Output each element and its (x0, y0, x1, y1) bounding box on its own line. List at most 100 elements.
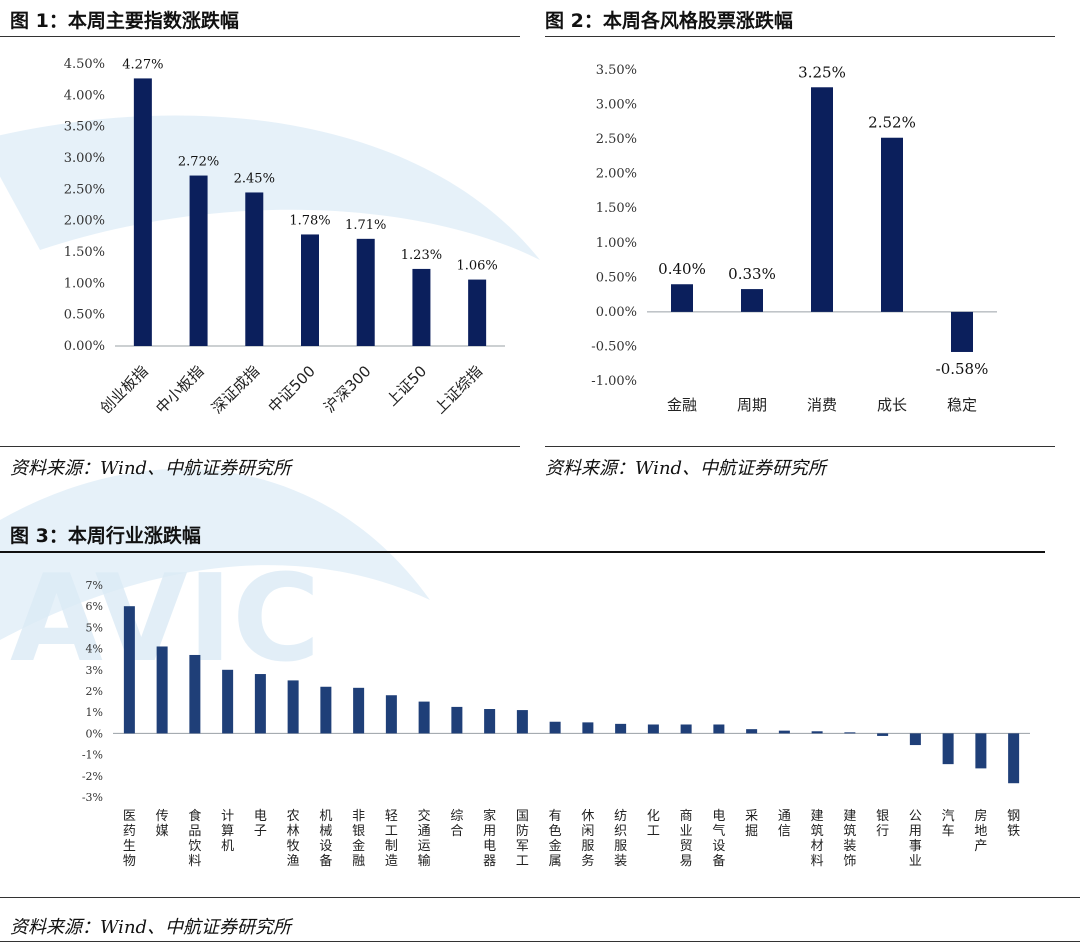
x-category-label: 机械设备 (319, 809, 332, 869)
y-tick-label: 0.50% (64, 308, 105, 323)
y-tick-label: 1.00% (596, 236, 637, 251)
x-category-label: 稳定 (947, 396, 977, 414)
y-tick-label: 3.50% (64, 120, 105, 135)
x-category-label: 金融 (667, 396, 697, 414)
x-category-label: 采掘 (745, 809, 758, 839)
data-label: 3.25% (798, 63, 846, 81)
bar (680, 724, 692, 734)
figure3-bottom-rule (0, 897, 1080, 898)
bar (287, 680, 299, 734)
x-category-label: 化工 (647, 809, 660, 839)
y-tick-label: 0.50% (596, 270, 637, 285)
x-category-label: 家用电器 (483, 808, 496, 869)
figure3-final-rule (0, 941, 1080, 942)
bar (951, 311, 973, 352)
x-category-label: 银行 (876, 809, 889, 839)
x-category-label: 交通运输 (418, 808, 431, 869)
bar (451, 706, 463, 734)
y-tick-label: -1% (82, 749, 103, 762)
x-category-label: 综合 (450, 809, 463, 839)
y-tick-label: 4.50% (64, 57, 105, 72)
x-category-label: 商业贸易 (680, 809, 693, 869)
y-tick-label: 5% (86, 621, 103, 634)
figure1-title: 图 1：本周主要指数涨跌幅 (10, 10, 239, 32)
x-category-label: 建筑装饰 (843, 809, 856, 869)
y-tick-label: 1% (86, 706, 103, 719)
data-label: 2.72% (178, 155, 219, 170)
y-tick-label: 2.50% (596, 132, 637, 147)
bar (713, 724, 725, 734)
bar (353, 687, 365, 734)
bar (615, 723, 627, 734)
bar (189, 175, 208, 346)
y-tick-label: 2.00% (64, 214, 105, 229)
bar (778, 730, 790, 734)
figure1-bottom-rule (0, 446, 520, 447)
x-category-label: 成长 (877, 396, 907, 414)
figure2-title: 图 2：本周各风格股票涨跌幅 (545, 10, 793, 32)
y-tick-label: 4.00% (64, 88, 105, 103)
data-label: 2.45% (234, 171, 275, 186)
y-tick-label: 2.00% (596, 167, 637, 182)
x-category-label: 轻工制造 (385, 809, 398, 869)
bar (811, 731, 823, 734)
bar (156, 646, 168, 734)
x-category-label: 计算机 (221, 809, 234, 854)
y-tick-label: 4% (86, 643, 103, 656)
y-tick-label: 1.00% (64, 276, 105, 291)
y-tick-label: -1.00% (591, 374, 637, 389)
x-category-label: 传媒 (156, 809, 169, 839)
figure1-top-rule (0, 36, 520, 37)
y-tick-label: -0.50% (591, 339, 637, 354)
bar (844, 732, 856, 734)
bar (741, 289, 763, 312)
x-category-label: 消费 (807, 396, 837, 414)
bar (881, 137, 903, 312)
y-tick-label: 2.50% (64, 182, 105, 197)
x-category-label: 非银金融 (352, 809, 365, 869)
data-label: 0.40% (658, 260, 706, 278)
figure1-source: 资料来源：Wind、中航证券研究所 (10, 458, 292, 479)
x-category-label: 房地产 (974, 808, 987, 854)
bar (746, 729, 758, 734)
bar (189, 654, 201, 734)
x-category-label: 休闲服务 (581, 809, 594, 869)
y-tick-label: 0% (86, 727, 103, 740)
x-category-label: 国防军工 (516, 809, 529, 869)
x-category-label: 纺织服装 (614, 809, 627, 869)
figure2-top-rule (545, 36, 1055, 37)
figure3-title: 图 3：本周行业涨跌幅 (10, 525, 201, 547)
data-label: 4.27% (122, 57, 163, 72)
x-category-label: 医药生物 (123, 809, 136, 869)
y-tick-label: 3% (86, 664, 103, 677)
data-label: 1.78% (289, 213, 330, 228)
bar (549, 721, 561, 734)
bar (254, 674, 266, 734)
bar (418, 701, 430, 734)
figure2-source: 资料来源：Wind、中航证券研究所 (545, 458, 827, 479)
data-label: 2.52% (868, 114, 916, 132)
figure3-source: 资料来源：Wind、中航证券研究所 (10, 917, 292, 938)
y-tick-label: 1.50% (64, 245, 105, 260)
bar (484, 709, 496, 734)
y-tick-label: 3.00% (64, 151, 105, 166)
y-tick-label: 3.00% (596, 98, 637, 113)
y-tick-label: 0.00% (596, 305, 637, 320)
bar (942, 733, 954, 765)
data-label: 1.23% (401, 248, 442, 263)
y-tick-label: 3.50% (596, 63, 637, 78)
x-category-label: 汽车 (942, 809, 955, 839)
x-category-label: 有色金属 (549, 809, 562, 869)
x-category-label: 电子 (254, 809, 267, 839)
x-category-label: 食品饮料 (188, 808, 201, 869)
bar (320, 686, 332, 734)
data-label: 0.33% (728, 265, 776, 283)
y-tick-label: 6% (86, 600, 103, 613)
x-category-label: 电气设备 (712, 809, 725, 869)
data-label: -0.58% (936, 360, 989, 378)
bar (356, 238, 375, 346)
bar (647, 724, 659, 734)
